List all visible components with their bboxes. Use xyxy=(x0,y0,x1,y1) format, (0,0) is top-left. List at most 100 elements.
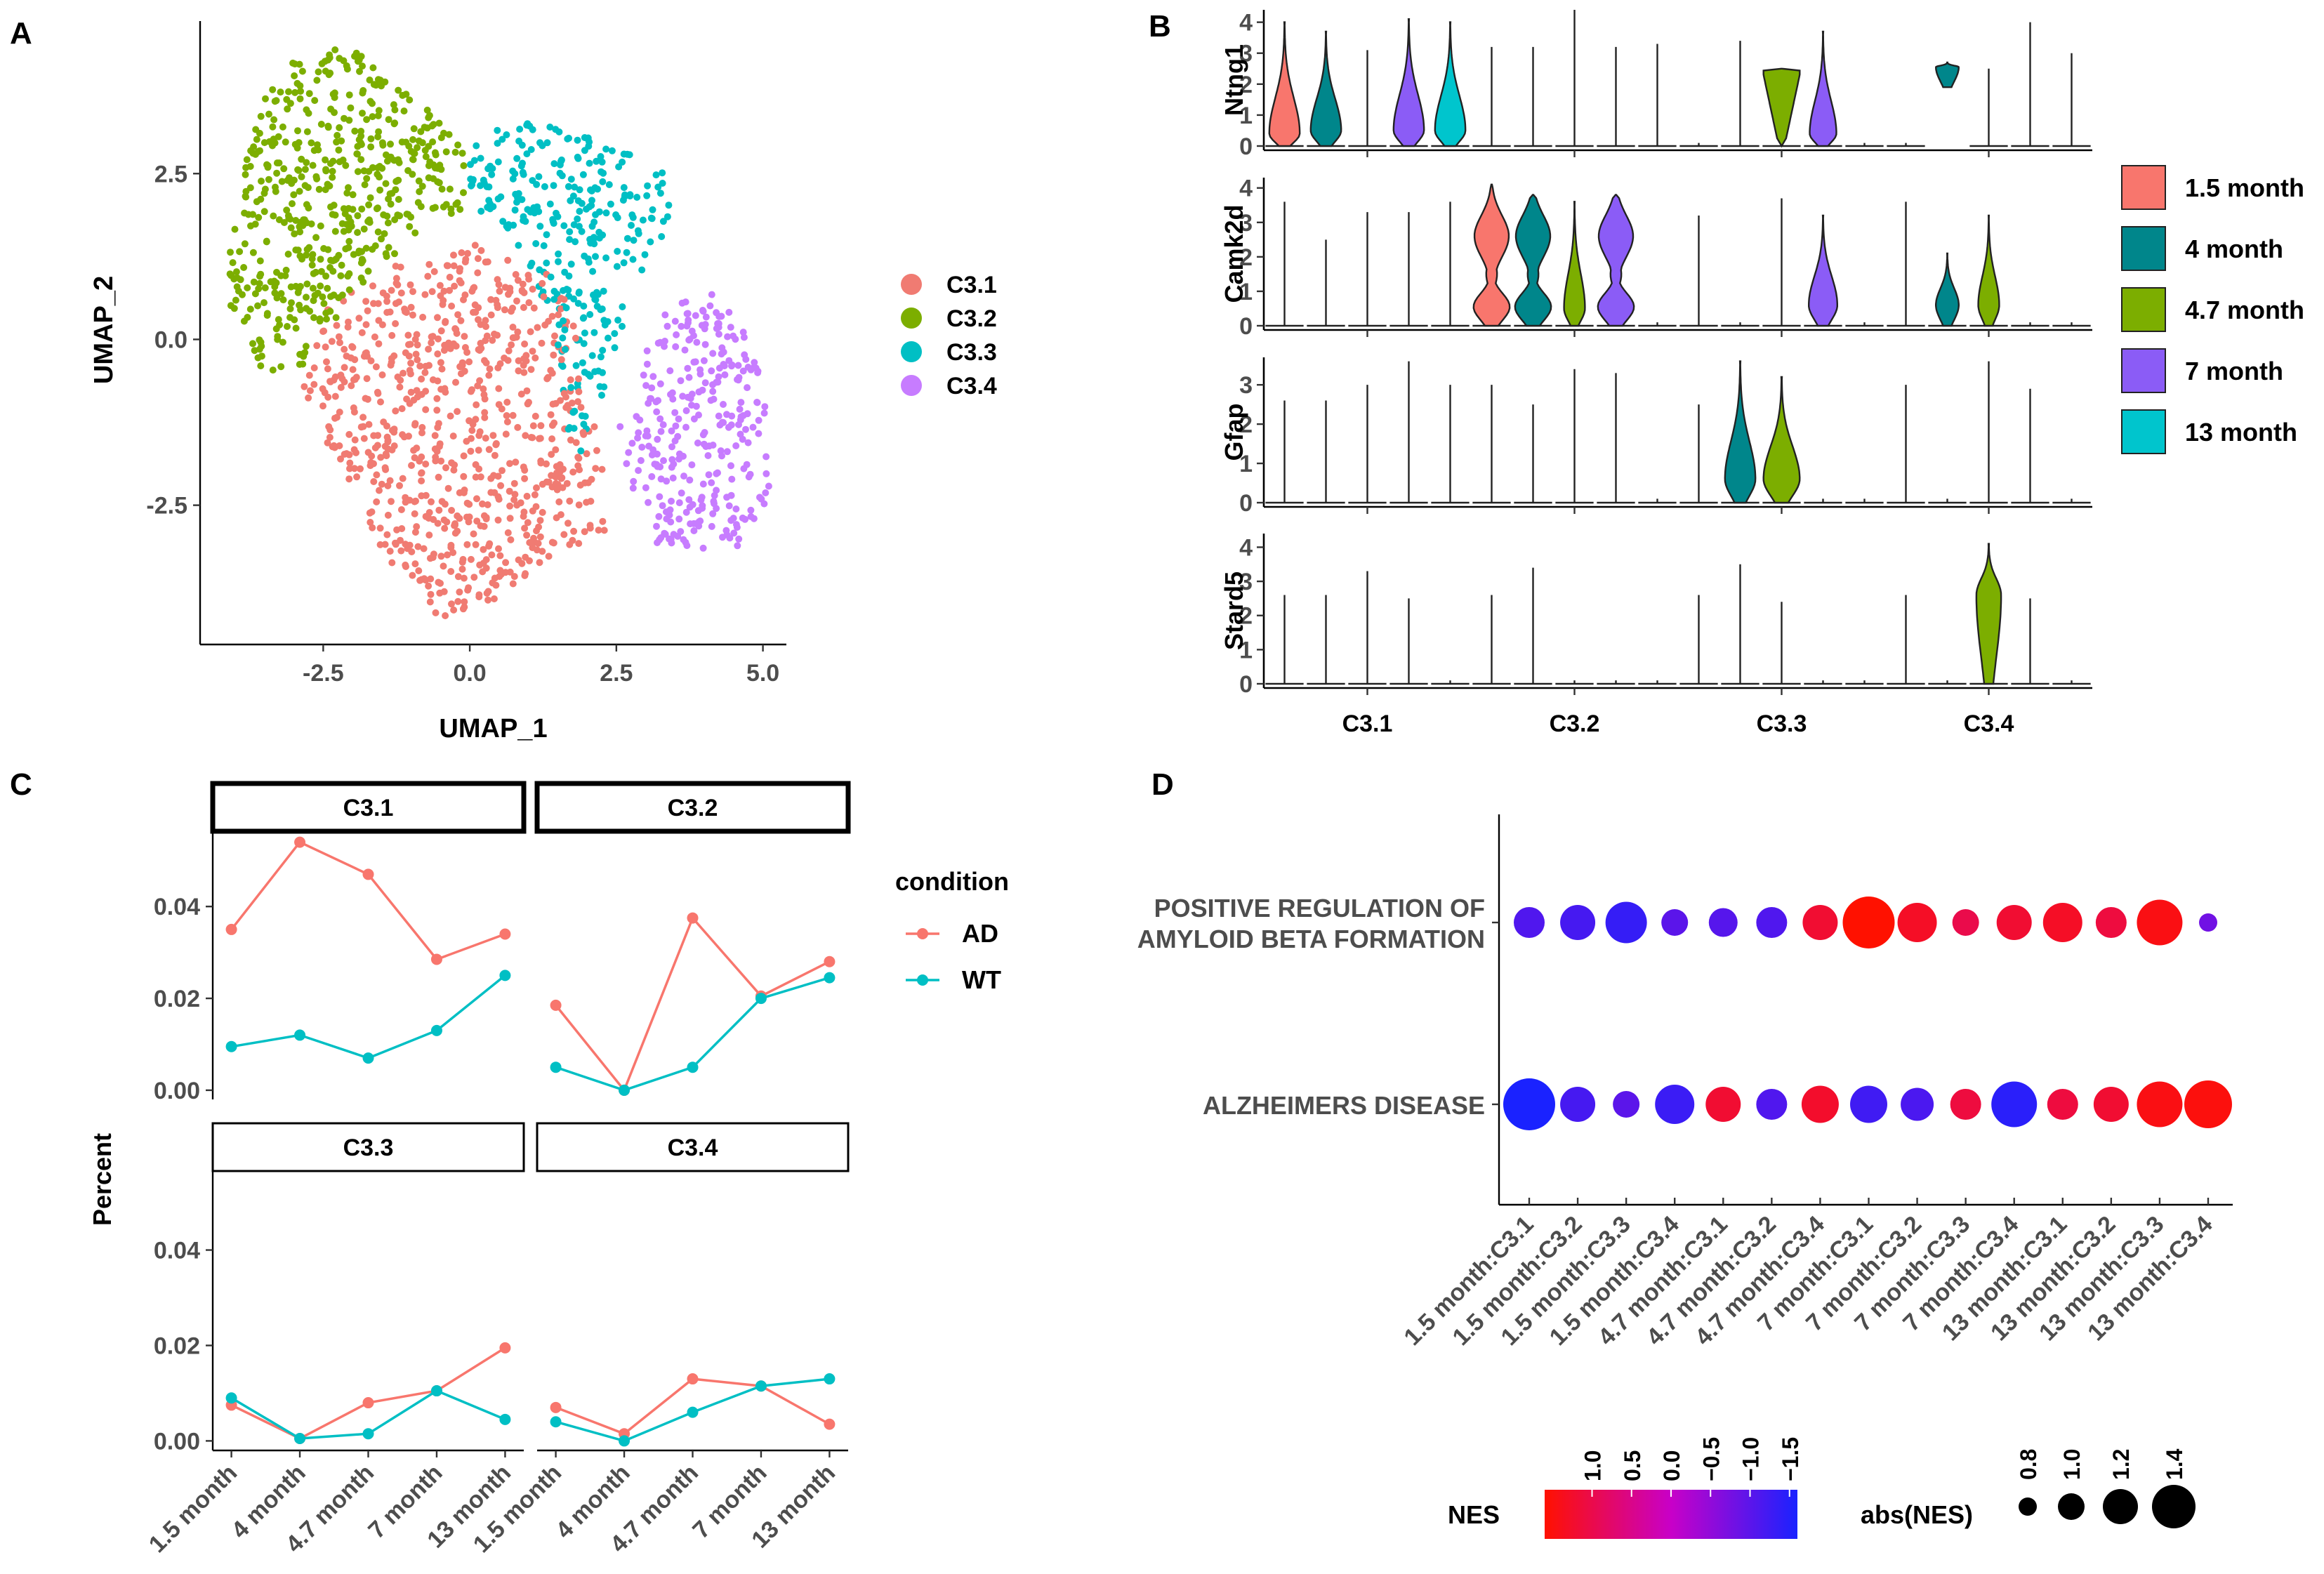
umap-point xyxy=(476,428,484,435)
umap-point xyxy=(456,265,463,272)
umap-point xyxy=(568,399,576,407)
umap-point xyxy=(320,327,328,335)
umap-point xyxy=(273,169,281,177)
umap-point xyxy=(348,343,356,350)
umap-point xyxy=(452,343,460,350)
umap-point xyxy=(658,233,666,240)
umap-point xyxy=(761,403,769,411)
violin-shape xyxy=(1977,214,2000,327)
umap-point xyxy=(345,237,353,245)
umap-point xyxy=(487,311,495,319)
umap-point xyxy=(350,446,358,454)
umap-point xyxy=(552,399,560,407)
umap-point xyxy=(720,361,727,368)
umap-point xyxy=(322,309,330,317)
umap-point xyxy=(680,472,687,480)
violin-gene-label: Ntng1 xyxy=(1220,44,1248,116)
umap-point xyxy=(470,308,477,316)
umap-point xyxy=(665,201,673,209)
umap-point xyxy=(388,331,396,339)
umap-point xyxy=(299,222,307,230)
umap-point xyxy=(579,315,587,322)
umap-point xyxy=(482,258,489,266)
line-series-ad xyxy=(555,1377,831,1436)
umap-point xyxy=(466,501,473,508)
umap-point xyxy=(450,606,458,614)
umap-point xyxy=(407,359,415,367)
umap-point xyxy=(598,465,606,473)
umap-point xyxy=(553,463,560,470)
umap-point xyxy=(384,219,392,227)
umap-point xyxy=(392,263,400,270)
umap-point xyxy=(270,212,277,220)
umap-point xyxy=(258,178,265,185)
umap-point xyxy=(360,352,368,360)
umap-point xyxy=(367,357,375,364)
umap-point xyxy=(351,53,358,60)
umap-y-tick-label: 0.0 xyxy=(154,326,187,353)
umap-point xyxy=(260,299,268,307)
umap-point xyxy=(688,461,696,469)
umap-point xyxy=(692,402,700,410)
umap-point xyxy=(291,230,298,238)
umap-point xyxy=(565,183,572,190)
umap-point xyxy=(440,562,447,570)
umap-point xyxy=(513,333,520,341)
umap-point xyxy=(654,435,661,443)
violin-legend-swatch xyxy=(2121,348,2166,393)
violin-shape xyxy=(1472,183,1511,327)
umap-point xyxy=(426,598,434,606)
umap-point xyxy=(338,261,345,269)
umap-point xyxy=(512,190,520,198)
umap-point xyxy=(581,252,588,260)
umap-point xyxy=(510,480,518,487)
umap-point xyxy=(547,273,555,281)
umap-point xyxy=(562,304,570,312)
umap-point xyxy=(536,559,543,567)
umap-point xyxy=(317,267,325,275)
umap-point xyxy=(285,174,293,182)
umap-point xyxy=(656,463,663,470)
umap-point xyxy=(358,329,366,336)
umap-point xyxy=(434,350,442,358)
umap-point xyxy=(366,218,374,226)
umap-point xyxy=(270,116,278,124)
panel-label-b: B xyxy=(1149,9,1171,44)
umap-point xyxy=(305,90,313,98)
umap-point xyxy=(700,357,708,364)
umap-point xyxy=(310,364,318,371)
umap-point xyxy=(355,248,363,256)
panel-d-dotplot: POSITIVE REGULATION OF AMYLOID BETA FORMA… xyxy=(1137,814,2233,1539)
umap-point xyxy=(272,97,280,105)
umap-point xyxy=(284,105,291,113)
umap-point xyxy=(359,278,367,286)
umap-point xyxy=(442,201,450,209)
umap-point xyxy=(485,446,493,454)
umap-point xyxy=(367,519,374,526)
umap-point xyxy=(545,317,553,325)
line-point xyxy=(824,1418,836,1430)
umap-point xyxy=(732,442,740,449)
umap-point xyxy=(507,536,515,543)
umap-point xyxy=(588,223,596,230)
umap-point xyxy=(589,267,597,275)
umap-point xyxy=(249,340,256,348)
dot-mark xyxy=(1705,1087,1741,1122)
umap-point xyxy=(450,466,458,474)
umap-point xyxy=(494,331,501,339)
umap-point xyxy=(364,395,371,403)
umap-point xyxy=(548,421,556,429)
umap-point xyxy=(535,173,543,180)
umap-point xyxy=(740,333,748,341)
umap-point xyxy=(543,231,550,239)
umap-point xyxy=(536,266,543,274)
umap-point xyxy=(537,422,545,430)
umap-point xyxy=(579,171,587,178)
umap-point xyxy=(524,400,532,408)
umap-point xyxy=(460,452,468,460)
umap-point xyxy=(529,507,536,515)
violin-shape xyxy=(1309,30,1342,147)
umap-point xyxy=(482,359,490,366)
umap-point xyxy=(470,574,478,581)
umap-point xyxy=(435,443,443,450)
